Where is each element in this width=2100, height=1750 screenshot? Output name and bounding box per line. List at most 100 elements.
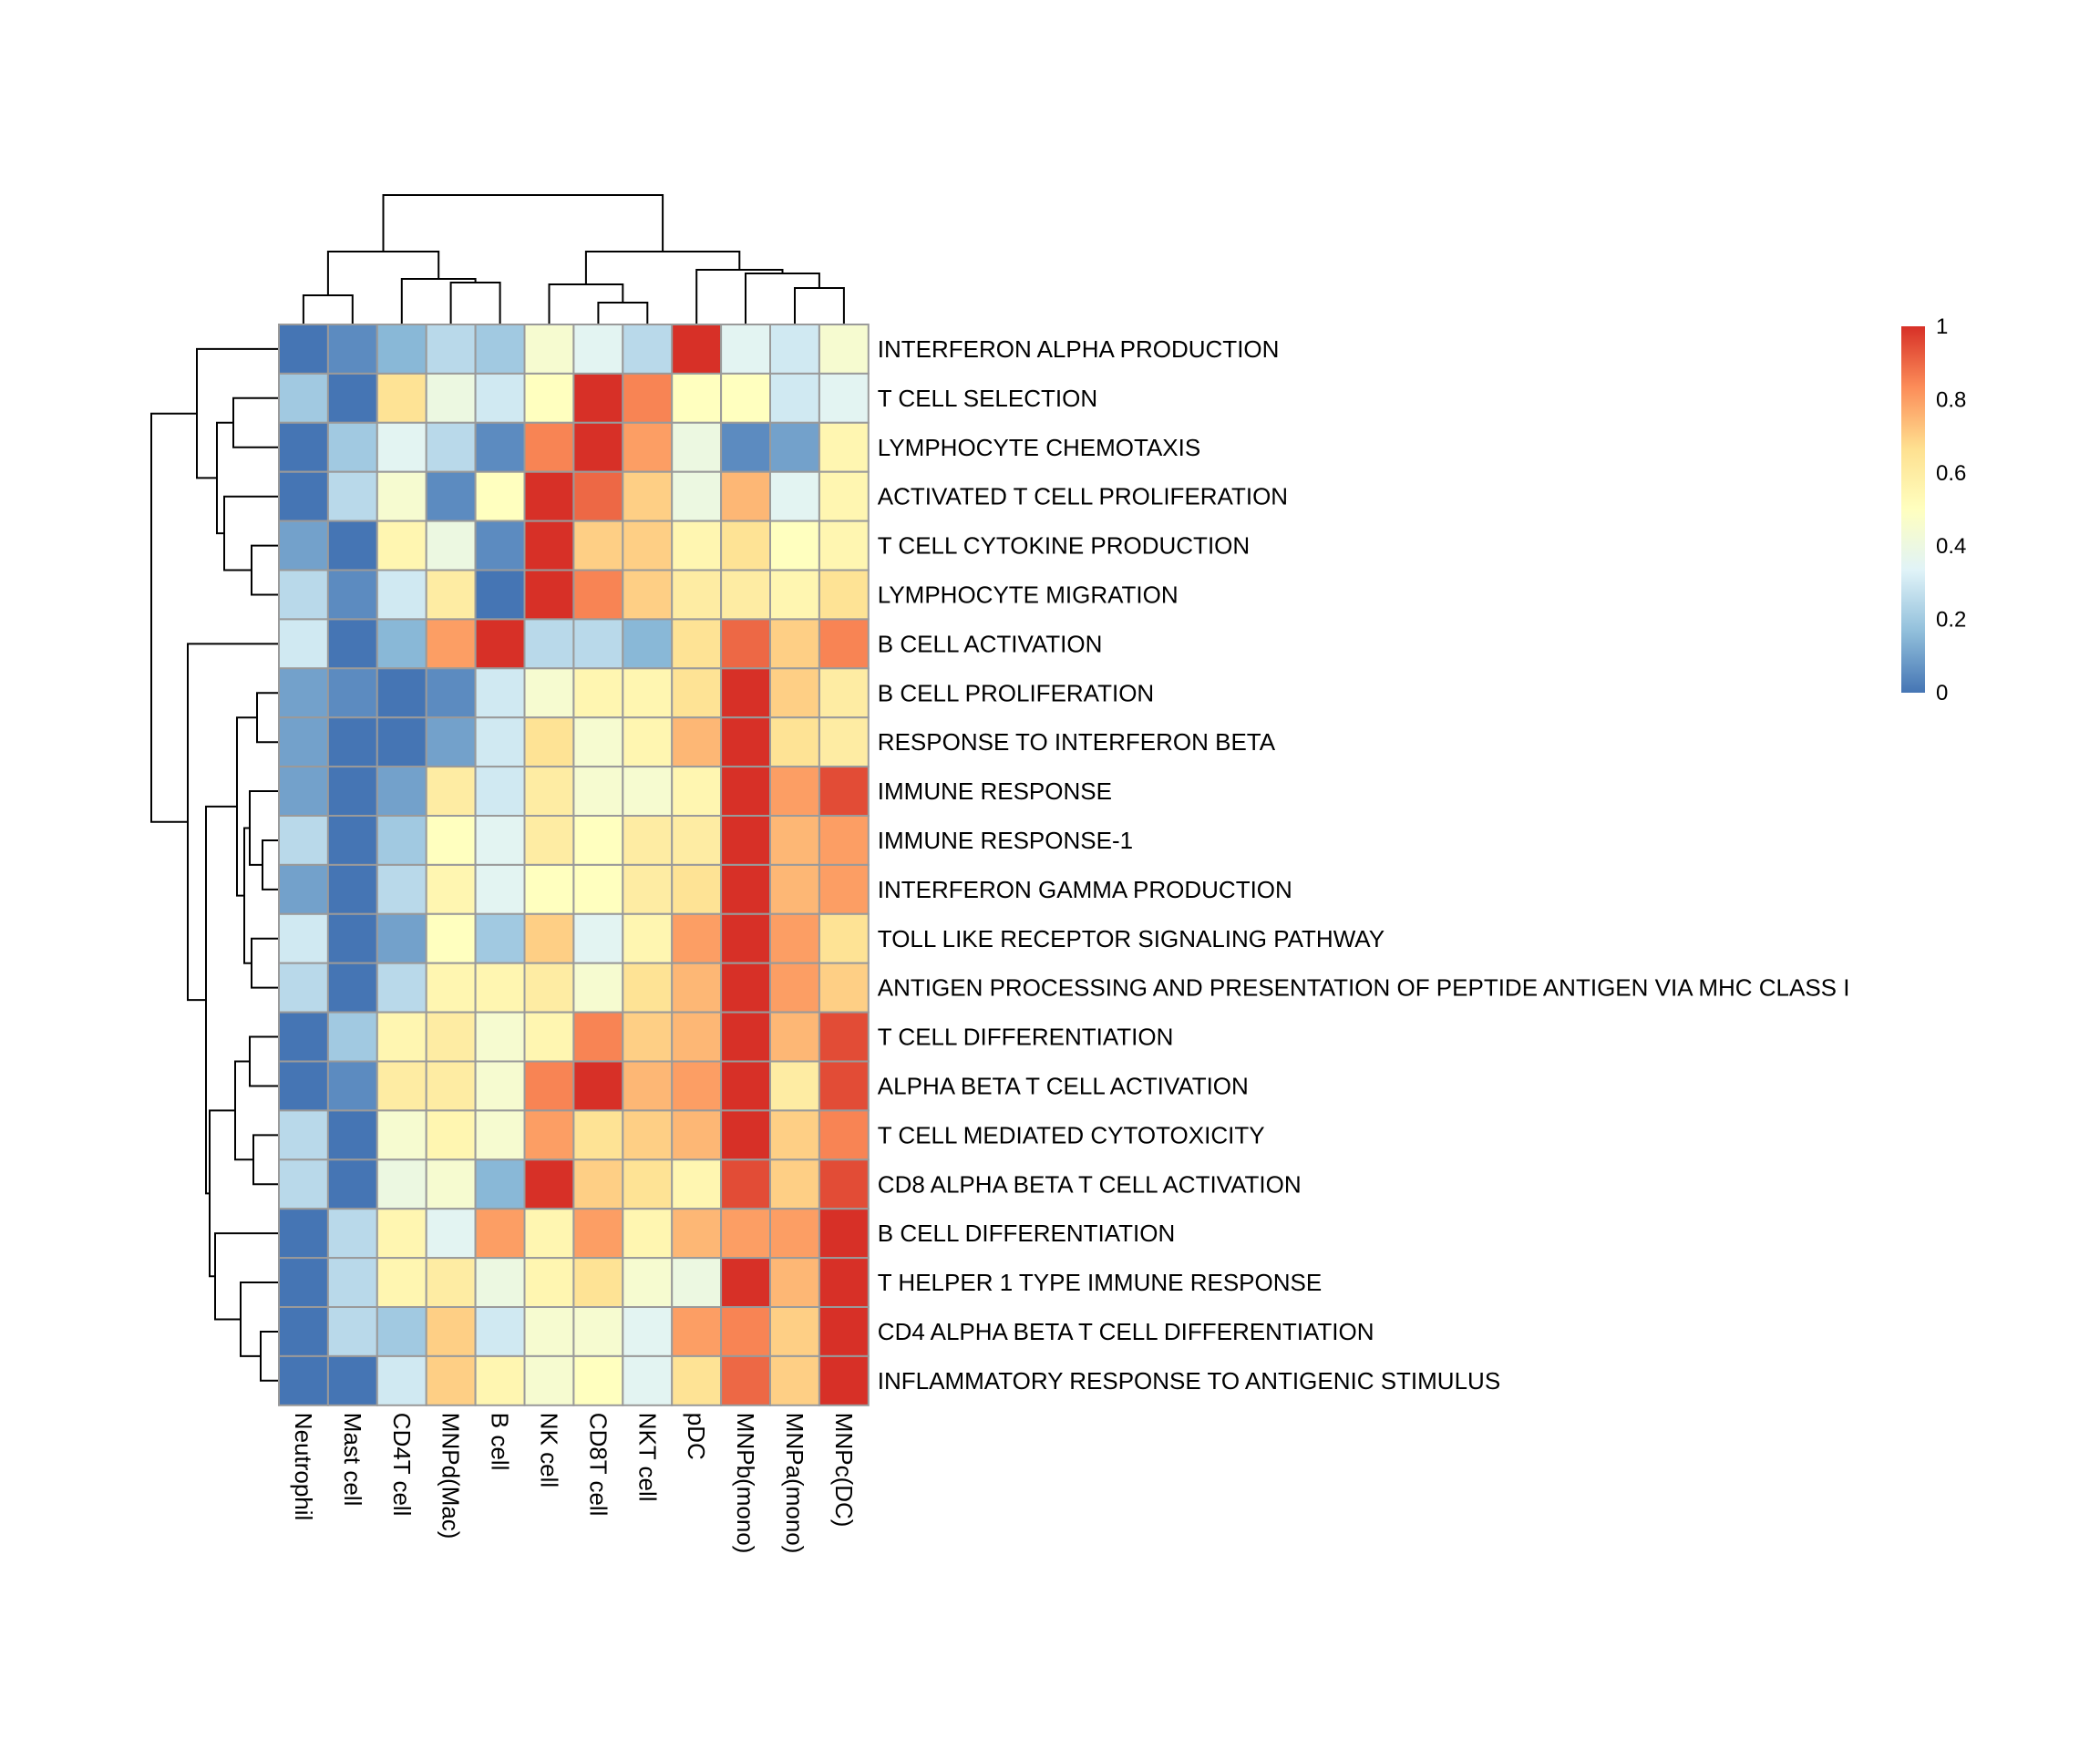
heatmap-cell xyxy=(818,324,870,375)
heatmap-cell xyxy=(376,1354,427,1406)
heatmap-cell xyxy=(622,569,674,621)
row-label: INTERFERON GAMMA PRODUCTION xyxy=(878,876,1292,903)
heatmap-cell xyxy=(474,421,526,473)
heatmap-cell xyxy=(720,520,771,571)
row-dendrogram xyxy=(150,347,279,1382)
dendrogram-branch xyxy=(548,283,624,324)
row-label: T CELL SELECTION xyxy=(878,385,1097,412)
heatmap-cell xyxy=(671,421,723,473)
heatmap-cell xyxy=(376,569,427,621)
heatmap-cell xyxy=(523,1158,575,1210)
heatmap-cell xyxy=(622,766,674,817)
column-label: CD8T cell xyxy=(584,1413,612,1517)
heatmap-cell xyxy=(278,1109,329,1161)
heatmap-cell xyxy=(523,667,575,719)
heatmap-cell xyxy=(769,1208,820,1260)
heatmap-cell xyxy=(671,716,723,768)
heatmap-cell xyxy=(720,1158,771,1210)
heatmap-cell xyxy=(523,569,575,621)
row-label: IMMUNE RESPONSE xyxy=(878,777,1112,805)
heatmap-cell xyxy=(720,1060,771,1112)
heatmap-cell xyxy=(769,618,820,670)
heatmap-cell xyxy=(425,569,477,621)
heatmap-cell xyxy=(474,1208,526,1260)
dendrogram-branch xyxy=(249,1035,279,1087)
heatmap-cell xyxy=(425,863,477,915)
heatmap-cell xyxy=(572,1208,624,1260)
heatmap-cell xyxy=(769,815,820,866)
heatmap-cell xyxy=(425,520,477,571)
heatmap-cell xyxy=(278,618,329,670)
heatmap-cell xyxy=(720,962,771,1014)
heatmap-cell xyxy=(278,569,329,621)
heatmap-cell xyxy=(326,912,378,964)
column-label: B cell xyxy=(487,1413,514,1471)
heatmap-cell xyxy=(278,766,329,817)
heatmap-cell xyxy=(818,716,870,768)
heatmap-cell xyxy=(523,470,575,522)
heatmap-cell xyxy=(425,1011,477,1063)
heatmap-cell xyxy=(572,324,624,375)
column-label: CD4T cell xyxy=(388,1413,416,1517)
column-label: Neutrophil xyxy=(290,1413,317,1521)
heatmap-cell xyxy=(769,1109,820,1161)
heatmap-cell xyxy=(671,618,723,670)
heatmap-cell xyxy=(720,667,771,719)
heatmap-cell xyxy=(278,470,329,522)
heatmap-cell xyxy=(572,421,624,473)
heatmap-cell xyxy=(425,324,477,375)
heatmap-cell xyxy=(425,667,477,719)
heatmap-cell xyxy=(425,766,477,817)
heatmap-cell xyxy=(326,372,378,424)
heatmap-cell xyxy=(769,569,820,621)
heatmap-cell xyxy=(376,815,427,866)
heatmap-cell xyxy=(376,912,427,964)
heatmap-cell xyxy=(278,962,329,1014)
heatmap-cell xyxy=(818,1208,870,1260)
heatmap-cell xyxy=(622,372,674,424)
column-label: MNPa(mono) xyxy=(781,1413,808,1554)
heatmap-cell xyxy=(769,1354,820,1406)
heatmap-cell xyxy=(622,912,674,964)
heatmap-cell xyxy=(326,1060,378,1112)
heatmap-cell xyxy=(523,1354,575,1406)
heatmap-cell xyxy=(278,324,329,375)
heatmap-cell xyxy=(671,569,723,621)
heatmap-cell xyxy=(720,618,771,670)
heatmap-cell xyxy=(572,569,624,621)
heatmap-cell xyxy=(818,1306,870,1357)
dendrogram-branch xyxy=(236,716,257,897)
heatmap-cell xyxy=(474,1158,526,1210)
heatmap-cell xyxy=(769,372,820,424)
heatmap-cell xyxy=(425,1208,477,1260)
heatmap-cell xyxy=(572,1306,624,1357)
heatmap-cell xyxy=(523,618,575,670)
heatmap-cell xyxy=(818,863,870,915)
column-label: pDC xyxy=(683,1413,710,1460)
column-label: MNPd(Mac) xyxy=(438,1413,465,1539)
heatmap-cell xyxy=(671,815,723,866)
heatmap-cell xyxy=(818,815,870,866)
heatmap-cell xyxy=(769,962,820,1014)
heatmap-cell xyxy=(474,1257,526,1308)
heatmap-cell xyxy=(425,912,477,964)
column-label: MNPb(mono) xyxy=(732,1413,759,1554)
heatmap-cell xyxy=(523,766,575,817)
heatmap-cell xyxy=(622,1109,674,1161)
heatmap-cell xyxy=(326,667,378,719)
dendrogram-branch xyxy=(256,692,279,744)
legend-tick-label: 0 xyxy=(1936,681,1948,705)
heatmap-cell xyxy=(326,962,378,1014)
heatmap-cell xyxy=(523,520,575,571)
heatmap-cell xyxy=(622,1208,674,1260)
heatmap-cell xyxy=(278,1060,329,1112)
heatmap-cell xyxy=(523,1257,575,1308)
row-label: ALPHA BETA T CELL ACTIVATION xyxy=(878,1073,1249,1100)
heatmap-cell xyxy=(769,520,820,571)
heatmap-cell xyxy=(720,1306,771,1357)
heatmap-cell xyxy=(376,1257,427,1308)
heatmap-cell xyxy=(671,863,723,915)
heatmap-cell xyxy=(769,863,820,915)
legend-colorbar xyxy=(1901,326,1925,693)
heatmap-cell xyxy=(326,1208,378,1260)
